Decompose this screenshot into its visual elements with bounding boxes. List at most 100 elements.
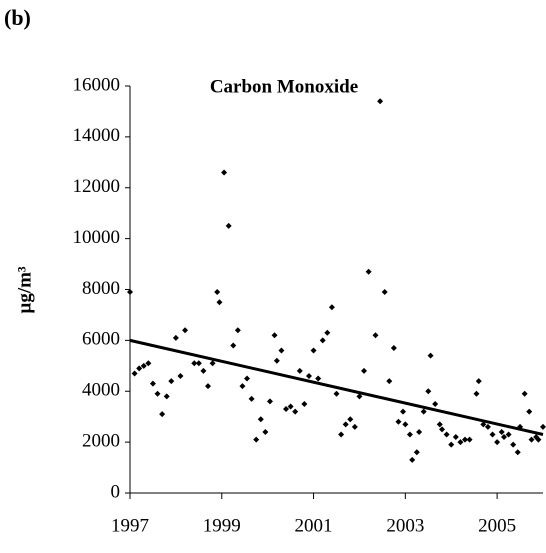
data-point xyxy=(159,411,166,418)
data-point xyxy=(361,367,368,374)
data-point xyxy=(333,390,340,397)
data-point xyxy=(145,360,152,367)
data-point xyxy=(328,304,335,311)
data-point xyxy=(498,428,505,435)
data-point xyxy=(484,423,491,430)
data-point xyxy=(473,390,480,397)
data-point xyxy=(425,388,432,395)
data-point xyxy=(439,426,446,433)
data-point xyxy=(195,360,202,367)
data-point xyxy=(230,342,237,349)
trend-line xyxy=(129,338,544,436)
data-point xyxy=(205,383,212,390)
data-point xyxy=(494,439,501,446)
y-tick-label: 6000 xyxy=(82,329,120,350)
data-point xyxy=(480,421,487,428)
data-point xyxy=(172,334,179,341)
x-tick-label: 2001 xyxy=(295,515,333,536)
data-point xyxy=(351,423,358,430)
data-point xyxy=(200,367,207,374)
data-point xyxy=(310,347,317,354)
data-point xyxy=(505,431,512,438)
data-point xyxy=(400,408,407,415)
data-point xyxy=(163,393,170,400)
data-point xyxy=(168,378,175,385)
data-point xyxy=(466,436,473,443)
data-point xyxy=(409,456,416,463)
data-point xyxy=(540,423,546,430)
data-point xyxy=(381,289,388,296)
data-point xyxy=(234,327,241,334)
data-point xyxy=(514,449,521,456)
y-tick-label: 12000 xyxy=(73,176,121,197)
data-point xyxy=(248,395,255,402)
data-point xyxy=(283,406,290,413)
data-point xyxy=(209,360,216,367)
data-point xyxy=(372,332,379,339)
data-point xyxy=(127,289,133,296)
data-point xyxy=(521,390,528,397)
data-point xyxy=(257,416,264,423)
data-point xyxy=(253,436,260,443)
y-tick-label: 4000 xyxy=(82,380,120,401)
data-point xyxy=(390,345,397,352)
data-point xyxy=(149,380,156,387)
y-axis-label: µg/m³ xyxy=(14,266,35,314)
data-point xyxy=(500,434,507,441)
data-point xyxy=(315,375,322,382)
data-point xyxy=(402,421,409,428)
x-tick-label: 1999 xyxy=(203,515,241,536)
y-tick-label: 10000 xyxy=(73,227,121,248)
y-tick-label: 16000 xyxy=(73,74,121,95)
data-point xyxy=(182,327,189,334)
y-tick-label: 8000 xyxy=(82,278,120,299)
data-point xyxy=(154,390,161,397)
data-point xyxy=(136,365,143,372)
data-point xyxy=(461,436,468,443)
data-point xyxy=(338,431,345,438)
data-point xyxy=(301,400,308,407)
x-tick-label: 2003 xyxy=(386,515,424,536)
x-tick-label: 2005 xyxy=(478,515,516,536)
data-point xyxy=(239,383,246,390)
y-tick-label: 2000 xyxy=(82,430,120,451)
data-point xyxy=(475,378,482,385)
y-tick-label: 0 xyxy=(111,481,121,502)
data-point xyxy=(377,98,384,105)
data-point xyxy=(305,372,312,379)
data-point xyxy=(225,222,232,229)
data-point xyxy=(244,375,251,382)
data-point xyxy=(535,436,542,443)
data-point xyxy=(457,439,464,446)
data-point xyxy=(342,421,349,428)
data-point xyxy=(443,431,450,438)
data-point xyxy=(266,398,273,405)
data-point xyxy=(395,418,402,425)
data-point xyxy=(191,360,198,367)
data-point xyxy=(287,403,294,410)
data-point xyxy=(528,436,535,443)
data-point xyxy=(140,362,147,369)
data-point xyxy=(214,289,221,296)
data-point xyxy=(432,400,439,407)
data-point xyxy=(347,416,354,423)
data-point xyxy=(221,169,228,176)
y-tick-label: 14000 xyxy=(73,125,121,146)
data-point xyxy=(262,428,269,435)
data-point xyxy=(526,408,533,415)
data-point xyxy=(386,378,393,385)
data-point xyxy=(420,408,427,415)
data-point xyxy=(177,372,184,379)
data-point xyxy=(436,421,443,428)
x-tick-label: 1997 xyxy=(111,515,149,536)
chart-title: Carbon Monoxide xyxy=(210,76,358,97)
data-point xyxy=(416,428,423,435)
data-point xyxy=(324,329,331,336)
data-point xyxy=(406,431,413,438)
data-point xyxy=(489,431,496,438)
data-point xyxy=(365,268,372,275)
data-point xyxy=(452,434,459,441)
data-point xyxy=(273,357,280,364)
data-point xyxy=(278,347,285,354)
panel-label: (b) xyxy=(4,5,31,30)
